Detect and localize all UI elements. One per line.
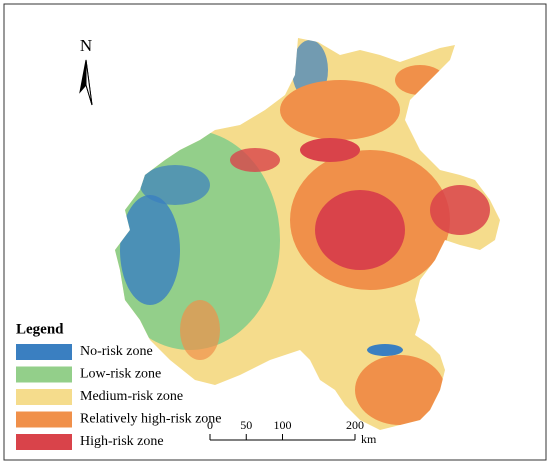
legend-swatch <box>16 411 72 428</box>
legend-label: Low-risk zone <box>80 367 161 382</box>
scale-unit: km <box>361 432 377 446</box>
legend-swatch <box>16 344 72 360</box>
scale-label: 200 <box>346 418 364 432</box>
legend-swatch <box>16 366 72 383</box>
legend-swatch <box>16 389 72 405</box>
legend-label: No-risk zone <box>80 344 153 359</box>
scale-label: 100 <box>274 418 292 432</box>
legend: No-risk zone Low-risk zone Medium-risk zon… <box>16 344 222 450</box>
scale-label: 50 <box>240 418 252 432</box>
scale-label: 0 <box>207 418 213 432</box>
north-arrow-half <box>85 59 93 106</box>
north-label: N <box>80 36 92 55</box>
legend-label: Medium-risk zone <box>80 389 183 404</box>
legend-label: High-risk zone <box>80 434 164 449</box>
legend-title: Legend <box>16 321 64 337</box>
legend-swatch <box>16 434 72 450</box>
legend-label: Relatively high-risk zone <box>80 412 222 427</box>
